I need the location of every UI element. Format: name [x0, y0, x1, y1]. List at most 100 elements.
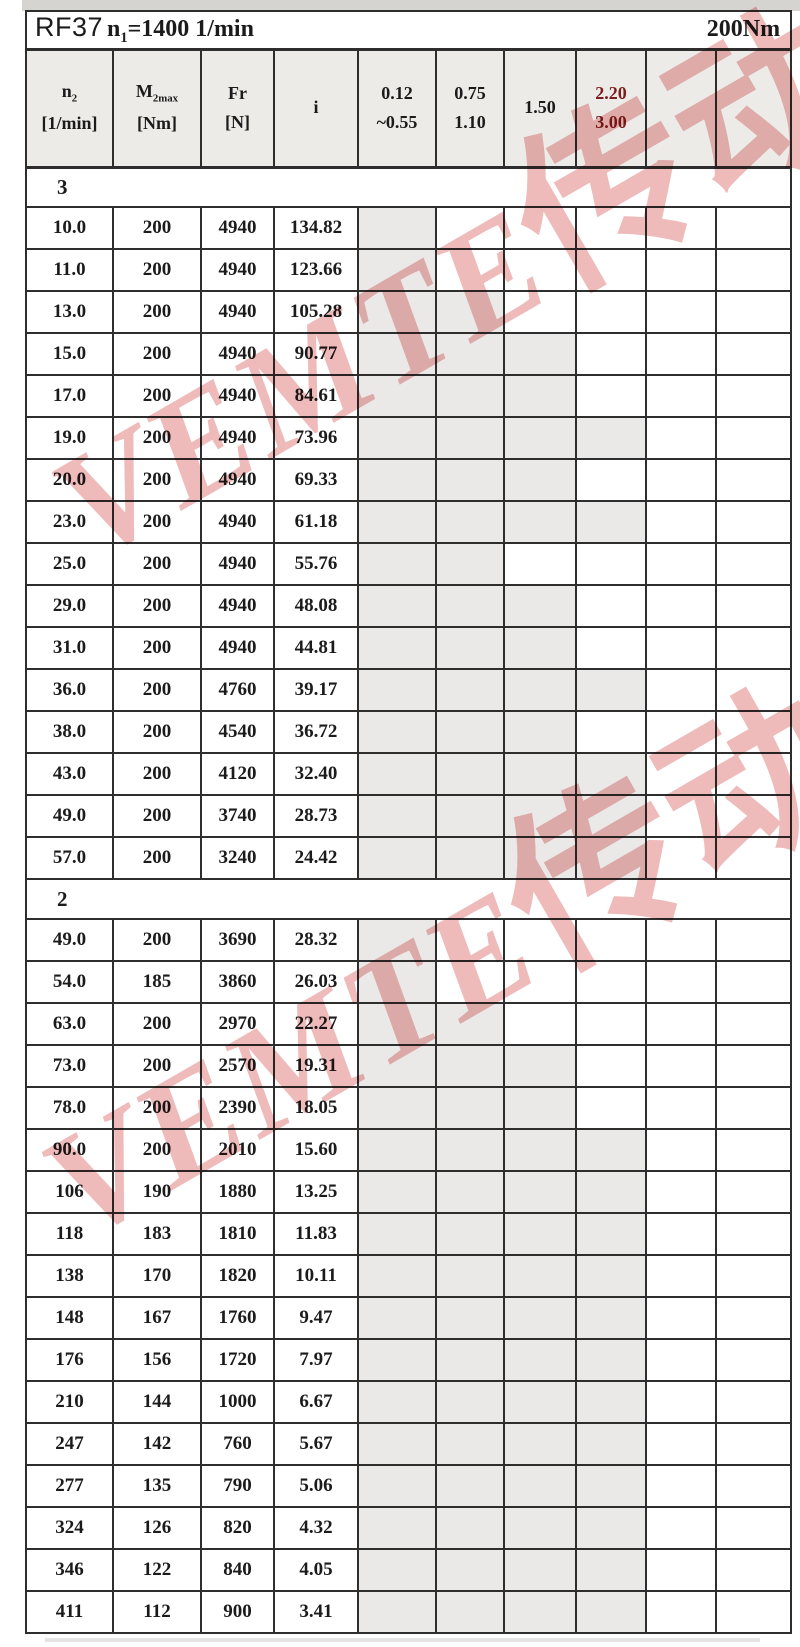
- n2-cell: 10.0: [25, 206, 114, 250]
- power-available-cell: [503, 794, 577, 838]
- power-available-cell: [435, 374, 505, 418]
- power-empty-cell: [645, 1506, 717, 1550]
- power-empty-cell: [714, 332, 793, 376]
- n2-cell: 73.0: [25, 1044, 114, 1088]
- power-empty-cell: [645, 1548, 717, 1592]
- header-line1: M: [135, 80, 153, 101]
- fr-cell: 4940: [200, 626, 275, 670]
- n2-cell: 324: [25, 1506, 114, 1550]
- m2max-cell: 200: [112, 500, 202, 544]
- table-row: 106 190 1880 13.25: [25, 1170, 793, 1214]
- power-empty-cell: [714, 918, 793, 962]
- power-available-cell: [575, 668, 647, 712]
- i-cell: 48.08: [273, 584, 359, 628]
- power-available-cell: [503, 1338, 577, 1382]
- power-available-cell: [575, 1422, 647, 1466]
- n2-cell: 13.0: [25, 290, 114, 334]
- power-available-cell: [575, 1380, 647, 1424]
- table-row: 29.0 200 4940 48.08: [25, 584, 793, 628]
- power-empty-cell: [714, 1296, 793, 1340]
- power-available-cell: [357, 1464, 437, 1508]
- power-available-cell: [435, 1170, 505, 1214]
- power-empty-cell: [714, 836, 793, 880]
- table-row: 324 126 820 4.32: [25, 1506, 793, 1550]
- table-row: 148 167 1760 9.47: [25, 1296, 793, 1340]
- power-empty-cell: [714, 458, 793, 502]
- page-edge-strip: [22, 0, 800, 11]
- power-empty-cell: [714, 1170, 793, 1214]
- power-available-cell: [435, 668, 505, 712]
- power-available-cell: [575, 1506, 647, 1550]
- power-available-cell: [503, 1506, 577, 1550]
- torque-rating-label: 200Nm: [706, 16, 781, 43]
- column-header-p6: [714, 48, 793, 169]
- i-cell: 11.83: [273, 1212, 359, 1256]
- m2max-cell: 200: [112, 794, 202, 838]
- m2max-cell: 200: [112, 206, 202, 250]
- power-empty-cell: [714, 960, 793, 1004]
- power-empty-cell: [575, 1044, 647, 1088]
- column-header-row: n2 [1/min] M2max [Nm] Fr [N] i 0.12 ~0.55 0.75 1.1…: [25, 48, 793, 169]
- power-empty-cell: [645, 1002, 717, 1046]
- power-available-cell: [357, 1254, 437, 1298]
- power-empty-cell: [714, 206, 793, 250]
- m2max-cell: 200: [112, 836, 202, 880]
- power-empty-cell: [575, 710, 647, 754]
- power-available-cell: [435, 290, 505, 334]
- header-line2: ~0.55: [376, 111, 418, 132]
- power-empty-cell: [714, 710, 793, 754]
- power-available-cell: [357, 290, 437, 334]
- power-available-cell: [357, 836, 437, 880]
- power-available-cell: [435, 500, 505, 544]
- power-available-cell: [503, 1044, 577, 1088]
- power-available-cell: [435, 1422, 505, 1466]
- power-available-cell: [575, 416, 647, 460]
- i-cell: 123.66: [273, 248, 359, 292]
- table-row: 118 183 1810 11.83: [25, 1212, 793, 1256]
- power-empty-cell: [645, 710, 717, 754]
- power-empty-cell: [714, 1590, 793, 1634]
- i-cell: 10.11: [273, 1254, 359, 1298]
- n2-cell: 138: [25, 1254, 114, 1298]
- m2max-cell: 200: [112, 248, 202, 292]
- i-cell: 18.05: [273, 1086, 359, 1130]
- header-line1: 2.20: [595, 82, 627, 103]
- power-available-cell: [357, 1044, 437, 1088]
- table-row: 78.0 200 2390 18.05: [25, 1086, 793, 1130]
- power-available-cell: [357, 794, 437, 838]
- power-available-cell: [357, 668, 437, 712]
- i-cell: 19.31: [273, 1044, 359, 1088]
- n2-cell: 31.0: [25, 626, 114, 670]
- m2max-cell: 183: [112, 1212, 202, 1256]
- m2max-cell: 200: [112, 332, 202, 376]
- m2max-cell: 167: [112, 1296, 202, 1340]
- power-empty-cell: [503, 918, 577, 962]
- i-cell: 4.05: [273, 1548, 359, 1592]
- m2max-cell: 200: [112, 1128, 202, 1172]
- section-row: 3: [24, 166, 793, 208]
- column-header-n2: n2 [1/min]: [25, 48, 114, 169]
- header-line1: 0.75: [454, 82, 486, 103]
- power-empty-cell: [503, 290, 577, 334]
- header-line1: Fr: [228, 82, 247, 103]
- power-available-cell: [357, 542, 437, 586]
- power-empty-cell: [645, 752, 717, 796]
- column-header-p2: 0.75 1.10: [435, 48, 505, 169]
- power-available-cell: [357, 752, 437, 796]
- power-available-cell: [357, 500, 437, 544]
- power-empty-cell: [575, 290, 647, 334]
- power-empty-cell: [714, 1506, 793, 1550]
- i-cell: 5.06: [273, 1464, 359, 1508]
- fr-cell: 840: [200, 1548, 275, 1592]
- power-available-cell: [503, 1548, 577, 1592]
- column-header-fr: Fr [N]: [200, 48, 275, 169]
- power-available-cell: [575, 1170, 647, 1214]
- m2max-cell: 200: [112, 542, 202, 586]
- table-row: 63.0 200 2970 22.27: [25, 1002, 793, 1046]
- n2-cell: 78.0: [25, 1086, 114, 1130]
- m2max-cell: 200: [112, 458, 202, 502]
- power-empty-cell: [435, 206, 505, 250]
- table-row: 49.0 200 3690 28.32: [25, 918, 793, 962]
- power-available-cell: [575, 1212, 647, 1256]
- power-available-cell: [357, 1170, 437, 1214]
